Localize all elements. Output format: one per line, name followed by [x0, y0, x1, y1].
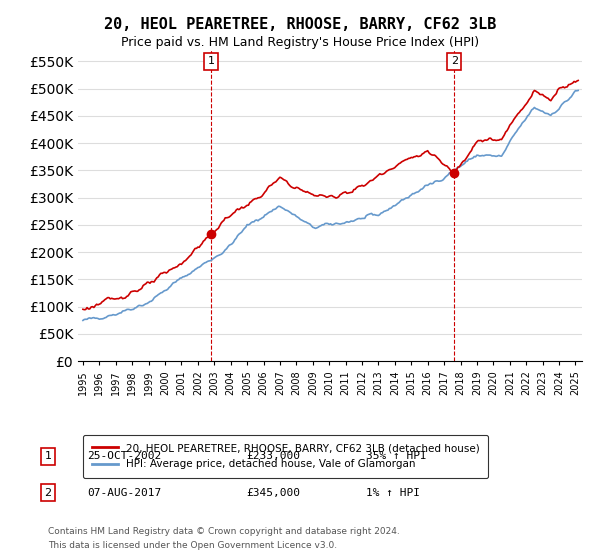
Legend: 20, HEOL PEARETREE, RHOOSE, BARRY, CF62 3LB (detached house), HPI: Average price: 20, HEOL PEARETREE, RHOOSE, BARRY, CF62 … [83, 435, 488, 478]
Text: 1: 1 [44, 451, 52, 461]
Text: 2: 2 [451, 56, 458, 66]
Text: This data is licensed under the Open Government Licence v3.0.: This data is licensed under the Open Gov… [48, 541, 337, 550]
Text: 35% ↑ HPI: 35% ↑ HPI [366, 451, 427, 461]
Text: £233,000: £233,000 [246, 451, 300, 461]
Text: 25-OCT-2002: 25-OCT-2002 [87, 451, 161, 461]
Text: £345,000: £345,000 [246, 488, 300, 498]
Text: Price paid vs. HM Land Registry's House Price Index (HPI): Price paid vs. HM Land Registry's House … [121, 36, 479, 49]
Text: 20, HEOL PEARETREE, RHOOSE, BARRY, CF62 3LB: 20, HEOL PEARETREE, RHOOSE, BARRY, CF62 … [104, 17, 496, 32]
Text: 1% ↑ HPI: 1% ↑ HPI [366, 488, 420, 498]
Text: 2: 2 [44, 488, 52, 498]
Text: Contains HM Land Registry data © Crown copyright and database right 2024.: Contains HM Land Registry data © Crown c… [48, 528, 400, 536]
Text: 1: 1 [208, 56, 214, 66]
Text: 07-AUG-2017: 07-AUG-2017 [87, 488, 161, 498]
